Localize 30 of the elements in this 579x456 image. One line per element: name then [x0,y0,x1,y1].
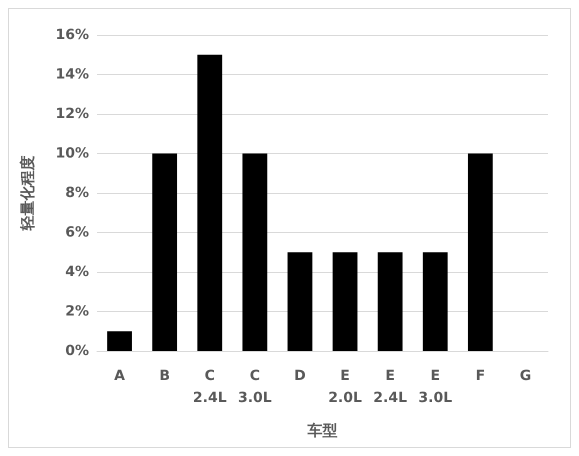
bar [152,154,178,351]
x-axis-title: 车型 [306,422,338,440]
x-tick-label: E 2.4L [373,368,408,406]
y-tick-label: 10% [55,146,89,162]
x-tick-label: C 2.4L [192,368,227,406]
y-tick-label: 12% [55,106,89,122]
y-tick-label: 2% [65,304,89,320]
y-tick-label: 6% [65,224,89,240]
x-tick-label: E 2.0L [328,368,362,406]
bar [288,252,312,351]
x-tick-label: G [520,368,532,384]
bar [242,154,268,351]
bar [378,252,403,351]
bar [468,154,493,351]
x-tick-label: C 3.0L [238,368,272,406]
bar [197,54,222,351]
bar [107,331,132,351]
y-axis-title: 轻量化程度 [18,156,36,232]
x-tick-label: A [114,368,126,384]
y-tick-label: 14% [55,66,89,82]
x-tick-label: B [159,368,170,384]
x-tick-label: D [294,368,306,384]
bar [332,252,358,351]
bar [422,252,448,351]
y-tick-label: 4% [65,264,89,280]
x-tick-label: E 3.0L [418,368,452,406]
y-tick-label: 16% [55,27,89,43]
y-tick-label: 0% [65,343,89,359]
y-tick-label: 8% [65,185,89,201]
x-tick-label: F [476,368,486,384]
